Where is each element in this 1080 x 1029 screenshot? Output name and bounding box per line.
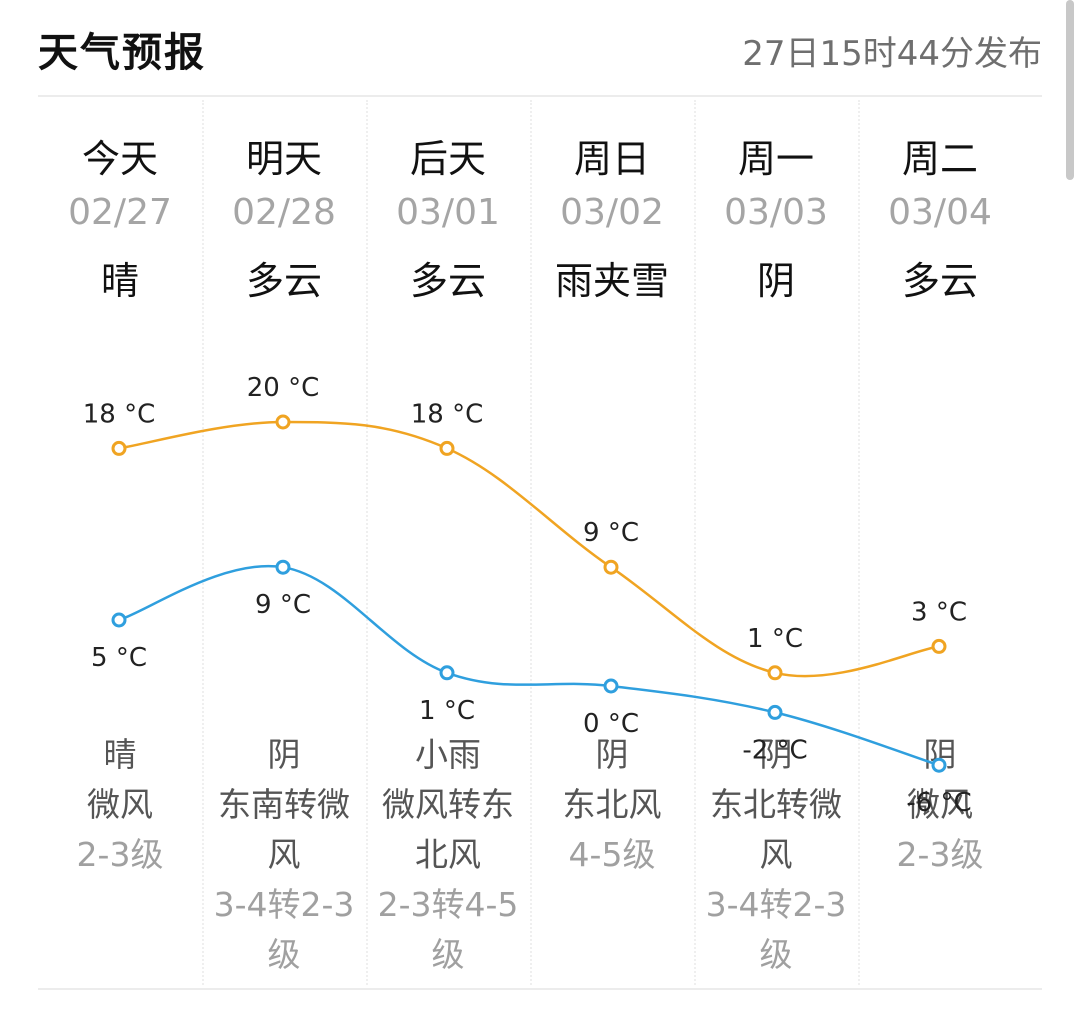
wind-level: 4-5级: [568, 835, 656, 874]
day-date: 02/27: [68, 192, 172, 233]
day-weather: 晴: [100, 259, 139, 303]
night-weather: 阴: [759, 735, 793, 774]
day-column[interactable]: 周一 03/03 阴阴东北转微风 3-4转2-3级: [694, 100, 858, 985]
wind-direction: 东南转微风: [218, 785, 350, 874]
wind-level: 2-3转4-5级: [377, 885, 519, 974]
column-separator: [202, 100, 204, 985]
day-weather: 阴: [756, 259, 795, 303]
column-separator: [694, 100, 696, 985]
night-weather: 小雨: [415, 735, 481, 774]
wind-level: 3-4转2-3级: [705, 885, 847, 974]
day-column[interactable]: 今天 02/27 晴晴微风 2-3级: [38, 100, 202, 985]
day-weather: 雨夹雪: [554, 259, 669, 303]
wind-direction: 东北风: [562, 785, 662, 824]
day-date: 03/03: [724, 192, 828, 233]
forecast-header: 天气预报 27日15时44分发布: [38, 18, 1042, 78]
column-separator: [530, 100, 532, 985]
day-column[interactable]: 周日 03/02 雨夹雪阴东北风 4-5级: [530, 100, 694, 985]
day-date: 02/28: [232, 192, 336, 233]
column-separator: [858, 100, 860, 985]
night-info: 阴微风 2-3级: [858, 730, 1022, 880]
day-column[interactable]: 后天 03/01 多云小雨微风转东北风 2-3转4-5级: [366, 100, 530, 985]
day-date: 03/04: [888, 192, 992, 233]
day-name: 周一: [737, 137, 814, 181]
wind-level: 3-4转2-3级: [213, 885, 355, 974]
day-name: 周日: [573, 137, 650, 181]
day-column[interactable]: 周二 03/04 多云阴微风 2-3级: [858, 100, 1022, 985]
wind-level: 2-3级: [896, 835, 984, 874]
night-weather: 阴: [923, 735, 957, 774]
night-info: 晴微风 2-3级: [38, 730, 202, 880]
day-weather: 多云: [901, 259, 978, 303]
night-weather: 阴: [267, 735, 301, 774]
header-divider: [38, 95, 1042, 97]
day-date: 03/02: [560, 192, 664, 233]
footer-divider: [38, 988, 1042, 990]
night-info: 阴东北转微风 3-4转2-3级: [694, 730, 858, 980]
publish-time: 27日15时44分发布: [742, 34, 1042, 74]
day-weather: 多云: [409, 259, 486, 303]
wind-direction: 东北转微风: [710, 785, 842, 874]
day-name: 周二: [901, 137, 978, 181]
wind-direction: 微风转东北风: [382, 785, 514, 874]
day-date: 03/01: [396, 192, 500, 233]
night-info: 阴东南转微风 3-4转2-3级: [202, 730, 366, 980]
wind-direction: 微风: [87, 785, 153, 824]
day-name: 后天: [409, 137, 486, 181]
day-weather: 多云: [245, 259, 322, 303]
day-column[interactable]: 明天 02/28 多云阴东南转微风 3-4转2-3级: [202, 100, 366, 985]
scrollbar[interactable]: [1066, 0, 1074, 180]
column-separator: [366, 100, 368, 985]
day-name: 今天: [81, 137, 158, 181]
night-info: 阴东北风 4-5级: [530, 730, 694, 880]
night-weather: 晴: [103, 735, 137, 774]
page-title: 天气预报: [38, 30, 206, 76]
day-name: 明天: [245, 137, 322, 181]
night-info: 小雨微风转东北风 2-3转4-5级: [366, 730, 530, 980]
wind-direction: 微风: [907, 785, 973, 824]
night-weather: 阴: [595, 735, 629, 774]
wind-level: 2-3级: [76, 835, 164, 874]
